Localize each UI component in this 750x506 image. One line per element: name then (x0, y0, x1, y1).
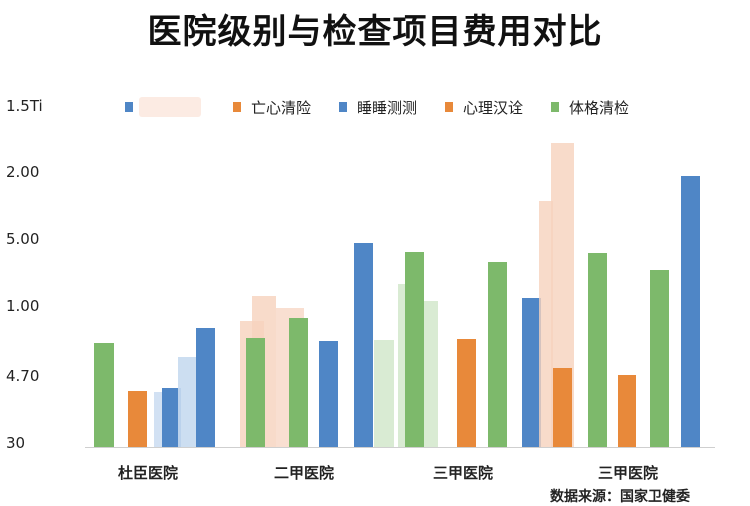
chart-legend: 亡心清险 睡睡测测 心理汉诠 体格清检 (125, 96, 657, 118)
bar (553, 368, 572, 447)
bar (618, 375, 636, 447)
bar (374, 340, 394, 447)
y-tick-label: 1.00 (6, 297, 40, 315)
bar (289, 318, 308, 447)
bar (319, 341, 338, 447)
bar (488, 262, 507, 447)
chart-title: 医院级别与检查项目费用对比 (147, 12, 603, 52)
legend-swatch-blue (125, 102, 133, 112)
bar (154, 392, 164, 447)
legend-swatch-blue (339, 102, 348, 112)
bar (196, 328, 215, 447)
bar (650, 270, 669, 447)
y-tick-label: 30 (6, 434, 26, 452)
bar (522, 298, 541, 447)
bar (94, 343, 114, 447)
x-category-label: 二甲医院 (274, 464, 335, 482)
y-tick-label: 2.00 (6, 163, 40, 181)
legend-item-3: 心理汉诠 (445, 97, 523, 118)
x-category-label: 三甲医院 (433, 464, 494, 482)
y-tick-label: 4.70 (6, 367, 40, 385)
legend-item-4: 体格清检 (551, 97, 629, 118)
bar (681, 176, 700, 447)
legend-item-2: 睡睡测测 (339, 97, 417, 118)
bar (246, 338, 265, 447)
bar (128, 391, 147, 447)
y-tick-label: 5.00 (6, 230, 40, 248)
legend-label: 体格清检 (569, 98, 630, 117)
legend-swatch-green (551, 102, 560, 112)
x-axis-line (85, 447, 715, 448)
bar (405, 252, 424, 447)
legend-label: 亡心清险 (251, 98, 312, 117)
x-category-label: 三甲医院 (598, 464, 659, 482)
data-source-note: 数据来源：国家卫健委 (550, 489, 690, 505)
legend-item-faded (125, 97, 205, 117)
bar (178, 357, 196, 447)
legend-item-1: 亡心清险 (233, 97, 311, 118)
x-category-label: 杜臣医院 (118, 464, 179, 482)
bar (162, 388, 181, 447)
bar (354, 243, 373, 447)
legend-swatch-orange (233, 102, 241, 112)
bar (457, 339, 476, 447)
bar (588, 253, 607, 447)
y-tick-label: 1.5Ti (6, 97, 43, 115)
legend-label: 心理汉诠 (463, 98, 524, 117)
bar (420, 301, 438, 447)
legend-label: 睡睡测测 (357, 98, 418, 117)
legend-swatch-orange (445, 102, 454, 112)
bar (539, 201, 553, 447)
legend-blurred-label (139, 97, 201, 117)
